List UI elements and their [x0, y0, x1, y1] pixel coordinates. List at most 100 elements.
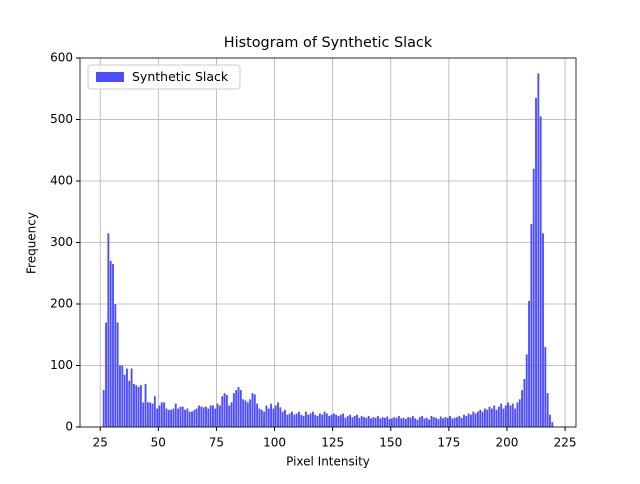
bar — [207, 408, 210, 427]
bar — [114, 304, 117, 427]
bar — [446, 417, 449, 427]
bar — [346, 415, 349, 427]
bar — [253, 394, 256, 427]
bar — [132, 383, 135, 427]
bar — [397, 415, 400, 427]
bar — [156, 408, 159, 427]
x-tick-label: 200 — [496, 436, 519, 450]
bar — [318, 413, 321, 427]
bar — [532, 168, 535, 427]
x-tick-label: 75 — [209, 436, 224, 450]
bar — [432, 417, 435, 427]
bar — [195, 408, 198, 427]
bar — [239, 390, 242, 427]
bar — [423, 418, 426, 427]
bar — [174, 403, 177, 427]
bar — [353, 415, 356, 427]
bar — [130, 368, 133, 427]
bar — [298, 411, 300, 427]
bar — [377, 415, 379, 427]
bar — [356, 414, 358, 427]
bar — [230, 402, 233, 427]
bar — [186, 408, 189, 427]
bar — [302, 415, 305, 427]
bar — [311, 411, 314, 427]
bar — [370, 418, 372, 427]
bar — [198, 405, 200, 427]
bar — [525, 354, 528, 427]
bar — [456, 417, 458, 427]
bar — [495, 409, 498, 427]
bar — [514, 408, 517, 427]
bar — [202, 407, 205, 427]
bar — [184, 409, 186, 427]
bar — [474, 413, 477, 427]
bar — [358, 417, 361, 427]
bar — [418, 417, 421, 427]
bar — [112, 264, 114, 427]
bar — [502, 408, 505, 427]
bar — [179, 406, 182, 427]
bar — [242, 399, 245, 427]
bar — [142, 402, 145, 427]
bar — [107, 233, 110, 427]
bar — [191, 411, 193, 427]
bar — [421, 415, 424, 427]
x-tick-label: 175 — [437, 436, 460, 450]
x-tick-label: 125 — [321, 436, 344, 450]
bar — [486, 409, 489, 427]
bar — [344, 417, 347, 427]
bar — [274, 405, 277, 427]
bar — [330, 414, 333, 427]
bar — [435, 417, 438, 427]
bar — [493, 405, 496, 427]
bar — [214, 408, 217, 427]
bar — [379, 418, 382, 427]
bar — [128, 380, 131, 427]
bar — [439, 416, 442, 427]
bar — [335, 414, 338, 427]
bar — [149, 402, 152, 427]
bar — [386, 416, 389, 427]
bar — [263, 411, 266, 427]
bar — [325, 413, 328, 427]
x-tick-label: 25 — [93, 436, 108, 450]
bar — [395, 417, 398, 427]
bar — [116, 322, 119, 427]
bar — [393, 417, 396, 427]
bar — [551, 422, 554, 427]
bar — [123, 374, 126, 427]
bar — [126, 368, 128, 427]
bar — [449, 415, 451, 427]
bar — [425, 417, 428, 427]
bar — [518, 399, 521, 427]
y-tick-label: 200 — [50, 297, 73, 311]
bar — [509, 405, 512, 427]
bar — [363, 417, 365, 427]
bar — [165, 408, 168, 427]
bar — [342, 413, 345, 427]
bar — [291, 411, 293, 427]
bar — [105, 322, 107, 427]
bar — [235, 390, 238, 427]
bar — [390, 418, 393, 427]
bar — [488, 406, 491, 427]
bar — [102, 390, 105, 427]
x-tick-label: 50 — [151, 436, 166, 450]
bar — [265, 405, 268, 427]
bar — [151, 403, 154, 427]
y-tick-label: 300 — [50, 235, 73, 249]
bar — [272, 408, 275, 427]
x-tick-label: 150 — [379, 436, 402, 450]
bar — [384, 417, 386, 427]
bar — [542, 233, 544, 427]
bar — [511, 403, 514, 427]
bar — [281, 411, 284, 427]
bar — [300, 414, 303, 427]
bar — [470, 414, 472, 427]
bar — [374, 417, 377, 427]
bar — [549, 414, 551, 427]
bar — [177, 408, 180, 427]
bar — [284, 409, 286, 427]
